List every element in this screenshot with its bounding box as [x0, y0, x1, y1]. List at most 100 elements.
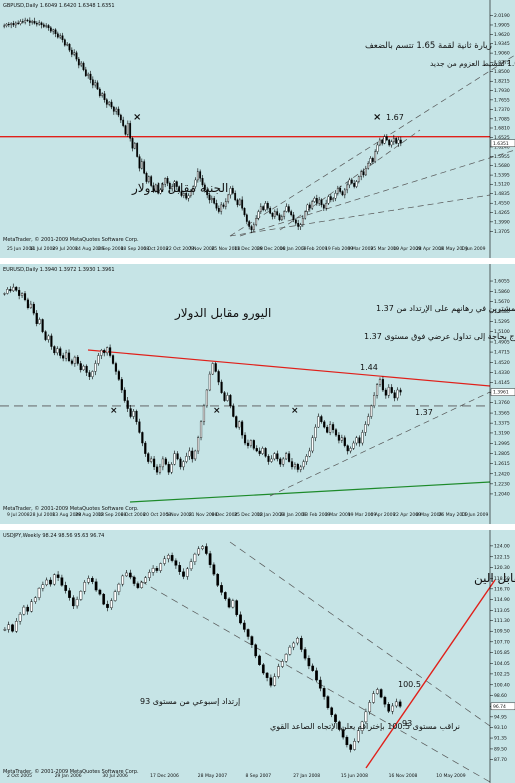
candle-body	[224, 201, 227, 207]
candle-body	[322, 204, 325, 209]
x-tick-label: 3 Feb 2009	[302, 246, 327, 252]
candle-body	[10, 23, 13, 26]
candle-body	[285, 453, 288, 460]
candle-body	[320, 416, 323, 423]
candle-body	[262, 206, 265, 211]
candle-body	[311, 437, 314, 452]
candle-body	[84, 69, 87, 76]
candle-body	[276, 211, 279, 216]
candle-body	[211, 363, 214, 375]
y-tick-label: 1.2420	[494, 471, 510, 477]
candle-body	[349, 448, 352, 452]
chart-title-overlay: الجنيه مقابل الدولار	[131, 181, 228, 196]
y-tick-label: 1.6525	[494, 135, 510, 141]
candle-body	[307, 658, 311, 667]
y-tick-label: 1.8775	[494, 60, 510, 66]
candle-body	[155, 568, 159, 571]
candle-body	[259, 206, 262, 212]
candle-body	[20, 293, 24, 296]
y-tick-label: 1.7655	[494, 97, 510, 103]
candle-body	[303, 649, 307, 659]
candle-body	[387, 704, 391, 712]
candle-body	[339, 188, 342, 192]
candle-body	[355, 437, 358, 444]
candle-body	[119, 114, 122, 121]
candle-body	[71, 597, 75, 607]
candle-body	[21, 21, 24, 23]
candle-body	[212, 564, 216, 575]
candle-body	[292, 642, 296, 648]
candle-body	[236, 199, 239, 206]
candle-body	[243, 434, 247, 444]
candle-body	[89, 73, 92, 80]
x-tick-label: 9 Dec 2008	[211, 512, 237, 518]
instrument-header: EURUSD,Daily 1.3940 1.3972 1.3930 1.3961	[3, 267, 115, 273]
x-tick-label: 11 Jun 2009	[461, 512, 488, 518]
annotation-1: إرتداد إسبوعي من مستوى 93	[140, 697, 240, 707]
candle-body	[64, 352, 68, 359]
candle-body	[185, 456, 188, 462]
candle-body	[192, 186, 195, 192]
candle-body	[82, 365, 85, 371]
level-label-1005: 100.5	[398, 680, 421, 689]
copyright: MetaTrader, © 2001-2009 MetaQuotes Softw…	[3, 768, 139, 775]
candle-body	[242, 622, 246, 630]
x-tick-label: 19 Mar 2009	[348, 512, 377, 518]
annotation-2: نراقب مستوى 100.5 بإختراقه يعلن الإتجاه …	[270, 722, 460, 732]
annotation-1: زيارة ثانية لقمة 1.65 تتسم بالضعف	[365, 41, 492, 51]
candle-body	[91, 79, 94, 86]
y-tick-label: 1.3375	[494, 421, 510, 427]
candle-body	[332, 198, 335, 201]
y-tick-label: 1.3190	[494, 430, 510, 436]
y-tick-label: 1.4265	[494, 210, 510, 216]
channel-upper-line	[129, 574, 491, 783]
candle-body	[37, 588, 41, 598]
candle-body	[279, 458, 282, 465]
x-tick-label: 10 May 2009	[436, 773, 465, 779]
y-tick-label: 1.4330	[494, 370, 510, 376]
y-tick-label: 1.4520	[494, 360, 510, 366]
x-tick-label: 3 Mar 2009	[325, 512, 351, 518]
candle-body	[329, 196, 332, 201]
candle-body	[28, 20, 31, 23]
candle-body	[220, 204, 223, 212]
candle-body	[364, 711, 368, 723]
y-tick-label: 1.6055	[494, 279, 510, 285]
candle-body	[63, 39, 66, 46]
y-tick-label: 1.7930	[494, 88, 510, 94]
candle-body	[373, 395, 376, 407]
candle-body	[245, 214, 248, 222]
candle-body	[306, 204, 309, 212]
candle-body	[26, 19, 29, 22]
candle-body	[343, 189, 346, 196]
candle-body	[273, 453, 276, 460]
candle-body	[88, 372, 91, 377]
candle-body	[390, 387, 393, 393]
candle-body	[229, 395, 232, 407]
x-tick-label: 2 Oct 2005	[7, 773, 32, 779]
x-tick-label: 21 Nov 2008	[189, 512, 218, 518]
y-tick-label: 104.05	[494, 661, 510, 667]
candle-body	[76, 356, 79, 364]
y-tick-label: 1.9620	[494, 32, 510, 38]
candle-body	[3, 629, 7, 631]
candle-body	[41, 319, 44, 332]
candle-body	[227, 598, 231, 608]
candle-body	[399, 139, 402, 144]
candle-body	[381, 379, 385, 391]
candle-body	[85, 365, 88, 373]
candle-body	[193, 553, 197, 562]
candle-body	[102, 593, 106, 605]
candle-body	[94, 82, 97, 86]
candle-body	[360, 171, 363, 177]
candle-body	[38, 22, 41, 25]
y-tick-label: 102.25	[494, 671, 510, 677]
candle-body	[227, 194, 230, 202]
candle-body	[257, 211, 260, 219]
candle-body	[329, 424, 332, 433]
y-tick-label: 1.9060	[494, 51, 510, 57]
candle-body	[124, 125, 127, 135]
candle-body	[66, 43, 69, 46]
candle-body	[70, 360, 74, 364]
candle-body	[276, 453, 279, 460]
